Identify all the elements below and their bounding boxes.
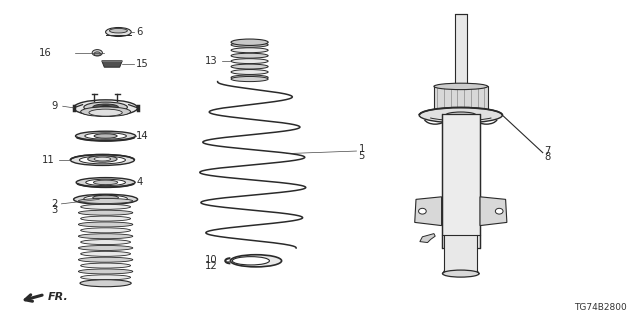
Ellipse shape	[419, 108, 502, 123]
Ellipse shape	[232, 257, 269, 265]
Text: 14: 14	[136, 131, 149, 141]
Ellipse shape	[79, 156, 125, 164]
Ellipse shape	[81, 275, 131, 280]
Text: 15: 15	[136, 59, 149, 69]
Ellipse shape	[84, 102, 127, 112]
Ellipse shape	[92, 50, 102, 56]
Text: 10: 10	[205, 255, 218, 265]
Polygon shape	[420, 234, 435, 243]
Text: 1: 1	[358, 144, 365, 154]
Ellipse shape	[79, 234, 133, 239]
Text: 9: 9	[51, 101, 58, 111]
Ellipse shape	[81, 251, 131, 256]
Text: 6: 6	[136, 27, 143, 37]
Ellipse shape	[93, 104, 118, 110]
Ellipse shape	[434, 83, 488, 90]
Ellipse shape	[93, 180, 118, 185]
Text: 13: 13	[205, 56, 218, 66]
Ellipse shape	[80, 280, 131, 287]
Ellipse shape	[442, 270, 479, 277]
Text: 8: 8	[545, 152, 551, 163]
Ellipse shape	[81, 240, 131, 244]
Ellipse shape	[79, 245, 133, 251]
Ellipse shape	[231, 42, 268, 47]
Ellipse shape	[93, 195, 118, 200]
Ellipse shape	[74, 194, 138, 204]
Text: 4: 4	[136, 177, 143, 188]
Ellipse shape	[86, 179, 125, 186]
Ellipse shape	[81, 204, 131, 209]
Ellipse shape	[74, 100, 138, 116]
Ellipse shape	[79, 222, 133, 227]
Ellipse shape	[81, 107, 131, 116]
Text: 7: 7	[545, 146, 551, 156]
Ellipse shape	[84, 195, 127, 202]
Ellipse shape	[231, 69, 268, 75]
Ellipse shape	[76, 131, 136, 141]
Ellipse shape	[79, 210, 133, 215]
Text: TG74B2800: TG74B2800	[575, 303, 627, 312]
Ellipse shape	[230, 255, 282, 267]
Ellipse shape	[109, 28, 127, 33]
Text: 16: 16	[38, 48, 51, 58]
Ellipse shape	[88, 156, 117, 162]
Ellipse shape	[79, 269, 133, 274]
Text: 2: 2	[51, 199, 58, 209]
Ellipse shape	[231, 76, 268, 82]
Ellipse shape	[94, 157, 111, 161]
Bar	[442, 114, 480, 248]
Ellipse shape	[231, 39, 268, 45]
Bar	[434, 86, 488, 110]
Text: FR.: FR.	[48, 292, 68, 302]
Ellipse shape	[495, 208, 503, 214]
Ellipse shape	[94, 134, 117, 138]
Ellipse shape	[94, 52, 100, 56]
Ellipse shape	[76, 178, 135, 187]
Ellipse shape	[81, 228, 131, 233]
Ellipse shape	[231, 53, 268, 58]
Ellipse shape	[79, 257, 133, 262]
Bar	[444, 235, 477, 274]
Ellipse shape	[106, 28, 131, 36]
Ellipse shape	[231, 48, 268, 53]
Polygon shape	[415, 197, 442, 226]
Ellipse shape	[89, 109, 122, 116]
Ellipse shape	[81, 263, 131, 268]
Ellipse shape	[419, 208, 426, 214]
Polygon shape	[102, 61, 122, 67]
Text: 12: 12	[205, 261, 218, 271]
Ellipse shape	[85, 133, 127, 139]
Bar	[455, 14, 467, 94]
Ellipse shape	[231, 64, 268, 69]
Ellipse shape	[231, 75, 268, 80]
Text: 11: 11	[42, 155, 54, 165]
Ellipse shape	[434, 108, 488, 113]
Ellipse shape	[79, 198, 133, 204]
Text: 5: 5	[358, 151, 365, 161]
Ellipse shape	[231, 59, 268, 64]
Ellipse shape	[100, 106, 111, 109]
Text: 3: 3	[51, 205, 58, 215]
Polygon shape	[480, 197, 507, 226]
Ellipse shape	[445, 112, 476, 118]
Ellipse shape	[81, 216, 131, 221]
Ellipse shape	[70, 155, 134, 165]
